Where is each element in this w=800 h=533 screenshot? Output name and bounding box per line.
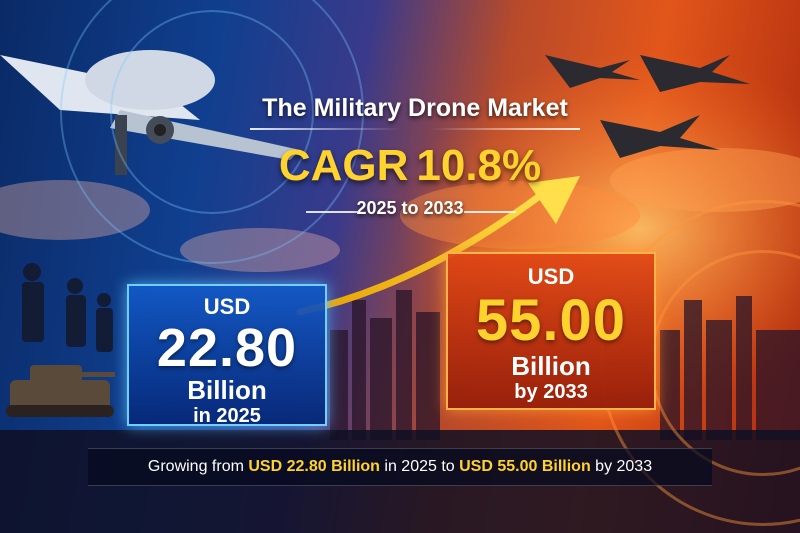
end-year: by 2033 <box>514 381 588 403</box>
period-line-right <box>464 211 516 213</box>
end-value-card: USD 55.00 Billion by 2033 <box>446 252 656 410</box>
start-year: in 2025 <box>193 405 261 427</box>
forecast-period: 2025 to 2033 <box>356 198 464 218</box>
summary-text-2: in 2025 to <box>379 458 460 475</box>
cagr-label: CAGR <box>278 141 409 190</box>
start-unit: Billion <box>187 375 267 405</box>
fighter-jets <box>545 55 750 158</box>
period-line-left <box>306 211 358 213</box>
growth-arrow-icon <box>296 176 580 316</box>
summary-start-amount: USD 22.80 Billion <box>248 458 380 475</box>
cagr-value: 10.8% <box>416 141 542 190</box>
end-value: 55.00 <box>475 288 627 353</box>
summary-text-3: by 2033 <box>590 458 653 475</box>
summary-end-amount: USD 55.00 Billion <box>459 458 591 475</box>
start-value-card: USD 22.80 Billion in 2025 <box>127 284 327 427</box>
title-underline-left <box>250 128 400 130</box>
growth-summary-banner: Growing from USD 22.80 Billion in 2025 t… <box>88 448 712 486</box>
start-currency: USD <box>203 294 251 319</box>
tank-icon <box>6 365 115 417</box>
end-currency: USD <box>527 264 575 289</box>
start-value: 22.80 <box>156 318 298 378</box>
hud-ring <box>110 10 314 214</box>
end-unit: Billion <box>511 351 591 381</box>
title-underline-right <box>430 128 580 130</box>
cagr-headline: CAGR 10.8% <box>255 140 565 192</box>
soldiers-silhouettes <box>22 263 113 352</box>
market-title: The Military Drone Market <box>262 94 568 122</box>
summary-text-1: Growing from <box>147 458 249 475</box>
